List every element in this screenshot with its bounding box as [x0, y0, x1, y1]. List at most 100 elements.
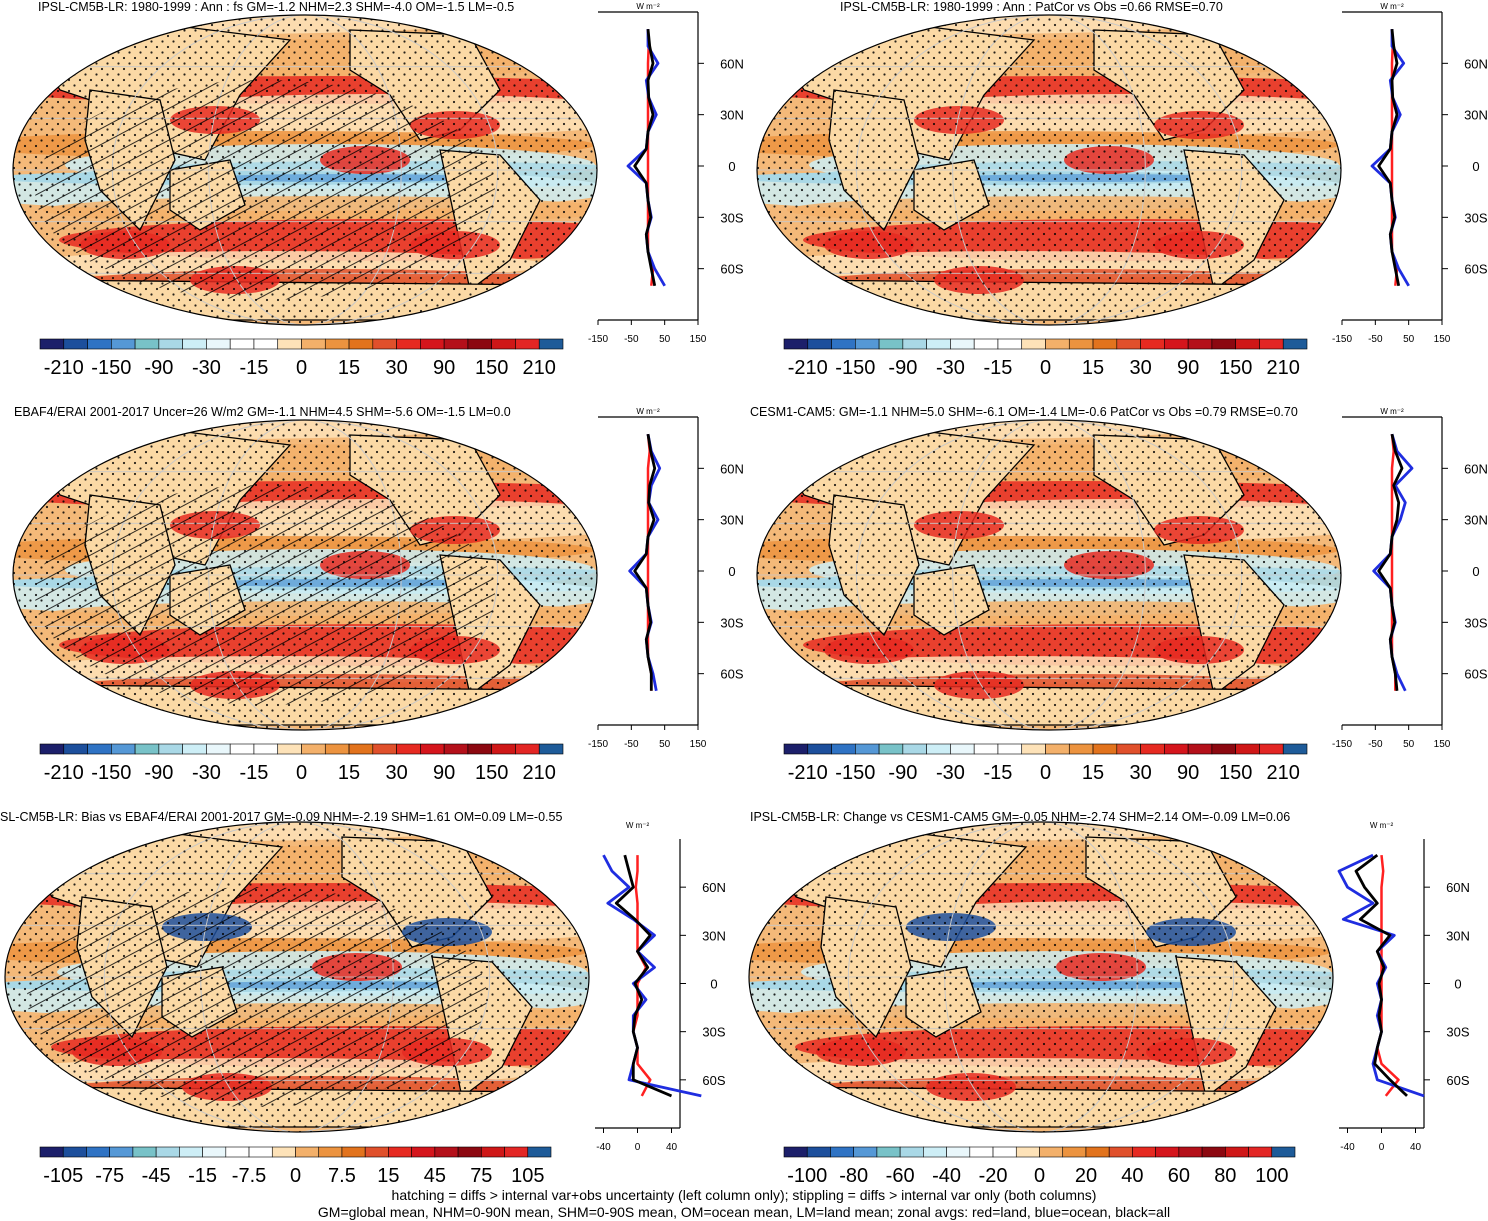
- lat-tick-label: 0: [710, 977, 717, 992]
- colorbar-swatch: [1068, 338, 1094, 350]
- panel-title: IPSL-CM5B-LR: 1980-1999 : Ann : fs GM=-1…: [38, 0, 515, 14]
- colorbar-label: 40: [1121, 1165, 1143, 1187]
- footer-line-1: hatching = diffs > internal var+obs unce…: [391, 1187, 1097, 1203]
- colorbar-swatch: [855, 743, 880, 755]
- colorbar-swatch: [301, 338, 326, 350]
- colorbar-label: 80: [1214, 1165, 1236, 1187]
- zonal-all-line: [633, 28, 657, 287]
- colorbar-swatch: [295, 1146, 320, 1158]
- colorbar-swatch: [1201, 1146, 1226, 1158]
- colorbar-swatch: [348, 338, 374, 350]
- colorbar-swatch: [878, 743, 904, 755]
- figure-panel-5: SL-CM5B-LR: Bias vs EBAF4/ERAI 2001-2017…: [0, 810, 744, 1215]
- world-map: [13, 420, 597, 730]
- colorbar-swatch: [1164, 743, 1189, 755]
- colorbar-swatch: [973, 338, 999, 350]
- colorbar-swatch: [388, 1146, 412, 1158]
- colorbar-label: 90: [433, 762, 455, 784]
- colorbar-label: -15: [188, 1165, 217, 1187]
- colorbar-swatch: [830, 1146, 854, 1158]
- colorbar-swatch: [853, 1146, 878, 1158]
- zonal-mean-plot: 60N 30N 0 30S 60S -150 -50 50 150 W m⁻²: [1332, 407, 1488, 750]
- panel-title: IPSL-CM5B-LR: Change vs CESM1-CAM5 GM=-0…: [750, 810, 1291, 824]
- unit-label: W m⁻²: [626, 821, 650, 830]
- colorbar-swatch: [926, 743, 951, 755]
- colorbar-swatch: [969, 1146, 994, 1158]
- colorbar-label: 0: [1034, 1165, 1045, 1187]
- colorbar-swatch: [926, 338, 951, 350]
- colorbar-label: -150: [91, 357, 131, 379]
- zonal-tick-label: 50: [1403, 334, 1415, 345]
- colorbar-swatch: [318, 1146, 343, 1158]
- colorbar-swatch: [997, 338, 1023, 350]
- unit-label: W m⁻²: [1380, 407, 1404, 416]
- colorbar-swatch: [324, 338, 350, 350]
- colorbar-label: 15: [338, 762, 360, 784]
- zonal-mean-plot: 60N 30N 0 30S 60S -150 -50 50 150 W m⁻²: [588, 2, 744, 345]
- colorbar-label: 0: [296, 762, 307, 784]
- colorbar-swatch: [364, 1146, 389, 1158]
- colorbar-swatch: [1235, 743, 1260, 755]
- colorbar-swatch: [1062, 1146, 1087, 1158]
- lat-tick-label: 30S: [720, 615, 743, 630]
- colorbar-label: 90: [1177, 762, 1199, 784]
- lat-tick-label: 60N: [1464, 461, 1488, 476]
- zonal-mean-plot: 60N 30N 0 30S 60S -40 0 40 W m⁻²: [595, 821, 726, 1153]
- zonal-tick-label: 50: [659, 739, 671, 750]
- colorbar-label: -100: [787, 1165, 827, 1187]
- colorbar-label: 30: [385, 357, 407, 379]
- colorbar-swatch: [1021, 338, 1046, 350]
- colorbar-label: 0: [1040, 762, 1051, 784]
- colorbar-swatch: [202, 1146, 227, 1158]
- colorbar-swatch: [527, 1146, 552, 1158]
- colorbar-swatch: [158, 338, 183, 350]
- colorbar-swatch: [348, 743, 374, 755]
- lat-tick-label: 30S: [1446, 1025, 1469, 1040]
- colorbar-label: -60: [886, 1165, 915, 1187]
- panel-title: IPSL-CM5B-LR: 1980-1999 : Ann : PatCor v…: [840, 0, 1223, 14]
- colorbar-swatch: [420, 743, 445, 755]
- colorbar-swatch: [63, 338, 88, 350]
- colorbar-swatch: [1085, 1146, 1110, 1158]
- unit-label: W m⁻²: [636, 2, 660, 11]
- colorbar-swatch: [923, 1146, 947, 1158]
- colorbar-label: -90: [888, 357, 917, 379]
- colorbar: -210 -150 -90 -30 -15 0 15 30 90 150 210: [39, 338, 564, 379]
- lat-tick-label: 30S: [702, 1025, 725, 1040]
- world-map: [757, 420, 1341, 730]
- colorbar-swatch: [420, 338, 445, 350]
- panel-title: CESM1-CAM5: GM=-1.1 NHM=5.0 SHM=-6.1 OM=…: [750, 405, 1298, 419]
- colorbar-label: -210: [44, 357, 84, 379]
- colorbar-swatch: [783, 743, 809, 755]
- colorbar-swatch: [341, 1146, 366, 1158]
- lat-tick-label: 60S: [1464, 262, 1487, 277]
- world-map: [13, 15, 597, 325]
- colorbar-swatch: [783, 1146, 808, 1158]
- colorbar-swatch: [902, 743, 927, 755]
- lat-tick-label: 60N: [1446, 880, 1470, 895]
- colorbar-swatch: [1178, 1146, 1203, 1158]
- colorbar-swatch: [1211, 743, 1236, 755]
- panel-title: EBAF4/ERAI 2001-2017 Uncer=26 W/m2 GM=-1…: [14, 405, 511, 419]
- colorbar-swatch: [855, 338, 880, 350]
- colorbar-swatch: [515, 338, 540, 350]
- colorbar-label: -90: [144, 762, 173, 784]
- colorbar-swatch: [504, 1146, 529, 1158]
- lat-tick-label: 60S: [702, 1073, 725, 1088]
- colorbar-label: -30: [192, 357, 221, 379]
- colorbar-label: -150: [835, 357, 875, 379]
- colorbar-swatch: [109, 1146, 134, 1158]
- lat-tick-label: 60S: [1464, 667, 1487, 682]
- colorbar-swatch: [63, 743, 88, 755]
- colorbar-swatch: [1092, 338, 1118, 350]
- lat-tick-label: 0: [1472, 564, 1479, 579]
- colorbar-label: 90: [1177, 357, 1199, 379]
- colorbar-swatch: [1132, 1146, 1156, 1158]
- colorbar-swatch: [950, 338, 975, 350]
- zonal-tick-label: -40: [1340, 1142, 1355, 1153]
- colorbar-swatch: [1271, 1146, 1296, 1158]
- colorbar-swatch: [997, 743, 1023, 755]
- colorbar-swatch: [1015, 1146, 1040, 1158]
